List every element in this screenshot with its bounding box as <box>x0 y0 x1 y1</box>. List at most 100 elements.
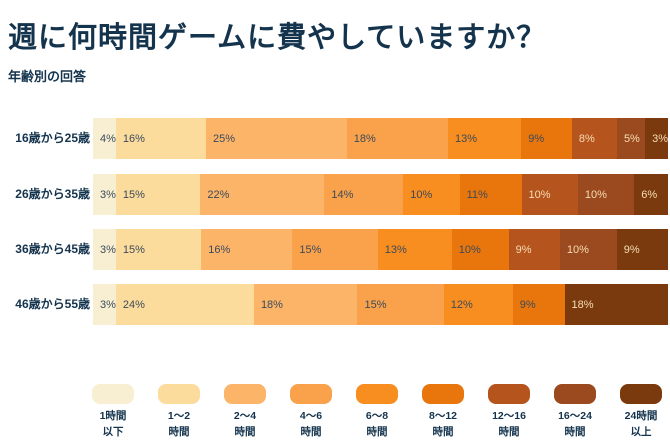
legend-label: 6〜8 時間 <box>365 410 389 439</box>
segment-value-label: 8% <box>578 132 595 145</box>
segment-value-label: 15% <box>122 243 145 256</box>
legend: 1時間 以下 1〜2 時間 2〜4 時間 4〜6 時間 6〜8 時間 8〜12 時間 12〜16 時間 16… <box>0 384 670 446</box>
bar-segment: 3% <box>93 229 116 270</box>
bar-segment: 15% <box>115 229 202 270</box>
segment-value-label: 3% <box>652 132 668 145</box>
legend-swatch <box>554 384 596 404</box>
segment-value-label: 13% <box>455 132 478 145</box>
segment-value-label: 9% <box>528 132 545 145</box>
segment-value-label: 5% <box>623 132 640 145</box>
chart-title: 週に何時間ゲームに費やしていますか？ <box>8 22 547 54</box>
bar-segment: 10% <box>403 174 460 215</box>
legend-swatch <box>356 384 398 404</box>
bar-row: 16歳から25歳 4% 16% 25% 18% 13% 9% 8% 5% 3% <box>0 118 670 159</box>
legend-label: 4〜6 時間 <box>299 410 323 439</box>
segment-value-label: 10% <box>566 243 589 256</box>
segment-value-label: 10% <box>458 243 481 256</box>
segment-value-label: 24% <box>122 298 145 311</box>
bar-segment: 10% <box>577 174 635 215</box>
legend-item: 2〜4 時間 <box>224 384 266 446</box>
legend-label: 2〜4 時間 <box>233 410 257 439</box>
segment-value-label: 18% <box>260 298 283 311</box>
bar-segment: 14% <box>324 174 404 215</box>
legend-item: 1時間 以下 <box>92 384 134 446</box>
bar-row: 46歳から55歳 3% 24% 18% 15% 12% 9% 18% <box>0 284 670 325</box>
segment-value-label: 11% <box>466 188 488 201</box>
segment-value-label: 4% <box>100 132 116 145</box>
bar-rows: 16歳から25歳 4% 16% 25% 18% 13% 9% 8% 5% 3% 26歳から35歳 3%… <box>0 118 670 330</box>
bar-segment: 13% <box>448 118 522 159</box>
bar-segment: 15% <box>292 229 378 270</box>
segment-value-label: 25% <box>212 132 236 145</box>
bar-segment: 9% <box>512 284 565 325</box>
legend-item: 4〜6 時間 <box>290 384 332 446</box>
segment-value-label: 13% <box>384 243 407 256</box>
bar-segment: 22% <box>200 174 325 215</box>
segment-value-label: 22% <box>207 188 230 201</box>
segment-value-label: 3% <box>100 298 116 311</box>
bar-segment: 13% <box>377 229 452 270</box>
bar-segment: 15% <box>357 284 444 325</box>
segment-value-label: 6% <box>641 188 658 201</box>
bar-segment: 24% <box>115 284 254 325</box>
legend-swatch <box>92 384 134 404</box>
segment-value-label: 15% <box>299 243 322 256</box>
bar-segment: 10% <box>451 229 509 270</box>
legend-swatch <box>224 384 266 404</box>
segment-value-label: 9% <box>519 298 536 311</box>
segment-value-label: 9% <box>623 243 640 256</box>
stacked-bar: 3% 15% 16% 15% 13% 10% 9% 10% 9% <box>93 229 668 270</box>
segment-value-label: 3% <box>100 188 116 201</box>
segment-value-label: 3% <box>100 243 116 256</box>
legend-label: 12〜16 時間 <box>492 410 526 439</box>
chart-subtitle: 年齢別の回答 <box>8 69 87 84</box>
segment-value-label: 15% <box>364 298 387 311</box>
legend-item: 6〜8 時間 <box>356 384 398 446</box>
row-label: 26歳から35歳 <box>15 187 90 201</box>
segment-value-label: 14% <box>331 188 354 201</box>
bar-row: 26歳から35歳 3% 15% 22% 14% 10% 11% 10% 10% 6% <box>0 174 670 215</box>
legend-label: 16〜24 時間 <box>558 410 592 439</box>
segment-value-label: 18% <box>571 298 594 311</box>
legend-label: 24時間 以上 <box>624 410 658 439</box>
stacked-bar: 4% 16% 25% 18% 13% 9% 8% 5% 3% <box>93 118 668 159</box>
bar-segment: 15% <box>115 174 201 215</box>
legend-swatch <box>620 384 662 404</box>
segment-value-label: 18% <box>353 132 376 145</box>
bar-segment: 6% <box>634 174 669 215</box>
bar-segment: 9% <box>521 118 572 159</box>
bar-segment: 3% <box>93 174 116 215</box>
bar-row: 36歳から45歳 3% 15% 16% 15% 13% 10% 9% 10% 9% <box>0 229 670 270</box>
legend-item: 24時間 以上 <box>620 384 662 446</box>
segment-value-label: 15% <box>122 188 145 201</box>
bar-segment: 16% <box>115 118 206 159</box>
bar-segment: 3% <box>93 284 116 325</box>
bar-segment: 10% <box>521 174 578 215</box>
legend-item: 8〜12 時間 <box>422 384 464 446</box>
segment-value-label: 10% <box>584 188 607 201</box>
bar-segment: 10% <box>559 229 617 270</box>
segment-value-label: 16% <box>208 243 231 256</box>
bar-segment: 18% <box>564 284 669 325</box>
bar-segment: 4% <box>93 118 116 159</box>
bar-segment: 9% <box>508 229 560 270</box>
bar-segment: 5% <box>616 118 646 159</box>
bar-segment: 9% <box>616 229 668 270</box>
row-label: 16歳から25歳 <box>15 131 90 145</box>
legend-label: 8〜12 時間 <box>428 410 458 439</box>
segment-value-label: 12% <box>450 298 473 311</box>
bar-segment: 18% <box>346 118 449 159</box>
legend-item: 12〜16 時間 <box>488 384 530 446</box>
segment-value-label: 10% <box>528 188 551 201</box>
legend-item: 1〜2 時間 <box>158 384 200 446</box>
legend-swatch <box>422 384 464 404</box>
bar-segment: 16% <box>201 229 293 270</box>
bar-segment: 12% <box>443 284 513 325</box>
legend-label: 1時間 以下 <box>99 410 127 439</box>
segment-value-label: 9% <box>515 243 532 256</box>
legend-swatch <box>488 384 530 404</box>
bar-segment: 11% <box>459 174 522 215</box>
legend-label: 1〜2 時間 <box>167 410 191 439</box>
bar-segment: 3% <box>645 118 668 159</box>
